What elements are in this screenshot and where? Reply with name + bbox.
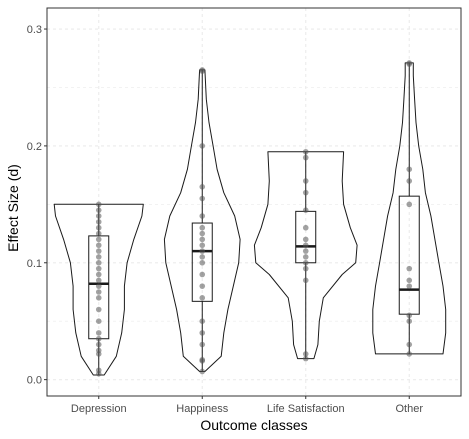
data-point: [406, 265, 413, 272]
data-point: [199, 318, 206, 325]
data-point: [199, 271, 206, 278]
data-point: [302, 154, 309, 161]
data-point: [302, 242, 309, 249]
data-point: [302, 224, 309, 231]
data-point: [302, 189, 309, 196]
data-point: [199, 356, 206, 363]
data-point: [406, 283, 413, 289]
y-tick-label: 0.3: [27, 24, 42, 36]
data-point: [95, 330, 102, 336]
data-point: [199, 330, 206, 336]
data-point: [302, 148, 309, 155]
data-point: [406, 312, 413, 319]
violin-0: [53, 203, 144, 376]
data-point: [302, 355, 309, 362]
data-point: [406, 351, 413, 357]
data-point: [199, 242, 206, 249]
y-axis-title: Effect Size (d): [5, 164, 21, 252]
y-tick-label: 0.2: [27, 141, 42, 153]
data-point: [95, 242, 102, 249]
data-point: [95, 219, 102, 225]
data-point: [199, 248, 206, 254]
violin-3: [372, 62, 447, 355]
data-point: [95, 207, 102, 213]
data-point: [199, 143, 206, 149]
y-tick-label: 0.0: [27, 375, 42, 387]
data-point: [95, 295, 102, 301]
data-point: [199, 213, 206, 219]
data-point: [302, 277, 309, 284]
data-point: [199, 259, 206, 266]
data-point: [95, 277, 102, 284]
x-axis-title: Outcome classes: [200, 417, 307, 433]
data-point: [302, 248, 309, 254]
y-tick-label: 0.1: [27, 258, 42, 270]
data-point: [199, 224, 206, 231]
data-point: [95, 335, 102, 342]
data-point: [302, 236, 309, 243]
data-point: [302, 351, 309, 357]
box: [191, 222, 213, 302]
data-point: [199, 341, 206, 348]
data-point: [199, 283, 206, 289]
data-point: [95, 306, 102, 313]
data-point: [406, 166, 413, 173]
data-point: [95, 367, 102, 374]
data-point: [95, 236, 102, 243]
data-point: [199, 67, 206, 73]
data-point: [95, 318, 102, 325]
data-point: [95, 213, 102, 219]
data-point: [406, 201, 413, 208]
data-point: [95, 265, 102, 272]
data-point: [302, 259, 309, 266]
panel-border: [46, 7, 462, 397]
data-point: [95, 248, 102, 254]
data-point: [406, 178, 413, 184]
data-point: [95, 224, 102, 231]
data-point: [406, 277, 413, 284]
data-point: [199, 184, 206, 190]
data-point: [95, 254, 102, 260]
x-axis: Depression Happiness Life Satisfaction Othe…: [71, 396, 423, 415]
data-point: [302, 265, 309, 272]
data-point: [199, 195, 206, 202]
x-tick-label: Life Satisfaction: [267, 403, 345, 415]
data-point: [95, 201, 102, 208]
x-tick-label: Happiness: [176, 403, 228, 415]
y-axis: 0.0 0.1 0.2 0.3: [27, 24, 47, 387]
data-point: [95, 259, 102, 266]
data-point: [199, 295, 206, 301]
data-point: [199, 254, 206, 260]
data-point: [302, 254, 309, 260]
data-point: [199, 368, 206, 375]
x-tick-label: Other: [395, 403, 423, 415]
data-point: [95, 230, 102, 237]
data-point: [95, 283, 102, 289]
data-point: [199, 230, 206, 237]
data-point: [406, 318, 413, 325]
data-point: [95, 271, 102, 278]
x-tick-label: Depression: [71, 403, 127, 415]
data-point: [302, 207, 309, 213]
data-point: [95, 347, 102, 354]
data-point: [95, 289, 102, 295]
data-point: [302, 178, 309, 184]
data-point: [95, 341, 102, 348]
data-points: [95, 60, 413, 377]
data-point: [199, 236, 206, 243]
violin-2: [253, 151, 358, 360]
data-point: [406, 341, 413, 348]
data-point: [406, 60, 413, 66]
